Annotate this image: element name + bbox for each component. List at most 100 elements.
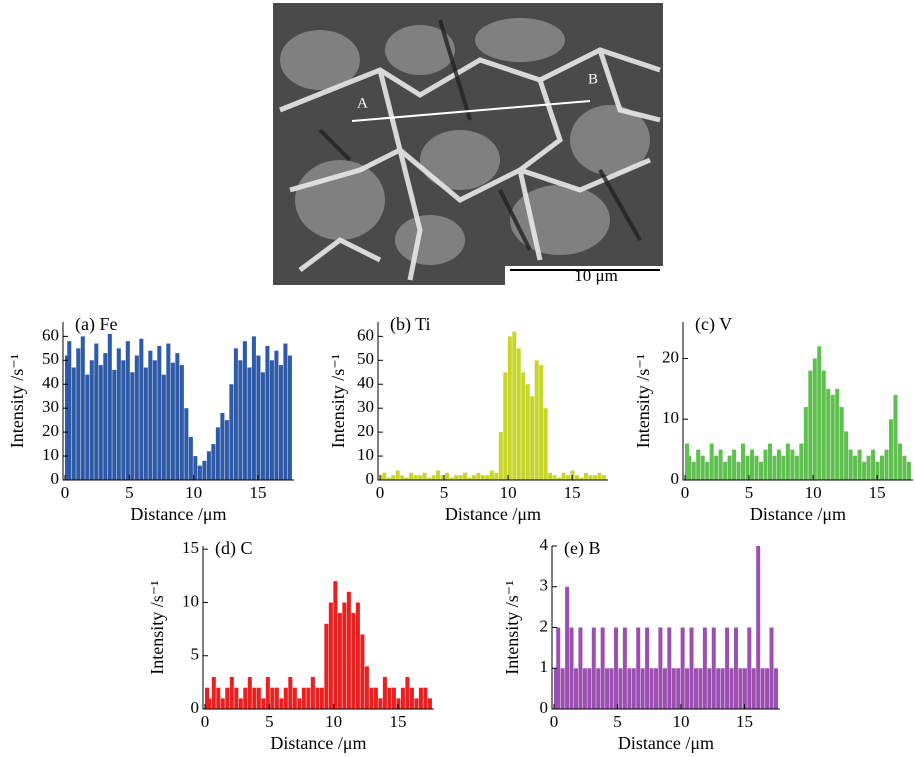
bar bbox=[71, 367, 76, 480]
scale-bar-label: 10 μm bbox=[574, 266, 618, 285]
bar bbox=[453, 475, 459, 480]
bar bbox=[622, 627, 627, 709]
x-tick-label: 5 bbox=[613, 712, 622, 731]
bar bbox=[205, 687, 210, 709]
y-tick-label: 20 bbox=[357, 421, 374, 440]
bar bbox=[736, 461, 741, 480]
y-tick-label: 50 bbox=[42, 349, 59, 368]
bar bbox=[714, 455, 719, 480]
bar bbox=[405, 677, 410, 709]
bar bbox=[166, 343, 171, 480]
bar bbox=[573, 668, 578, 709]
y-tick-label: 10 bbox=[42, 445, 59, 464]
bar bbox=[760, 668, 765, 709]
bar bbox=[848, 449, 853, 480]
x-axis-label: Distance /μm bbox=[445, 504, 541, 524]
y-axis-label: Intensity /s⁻¹ bbox=[502, 580, 522, 674]
bar bbox=[685, 668, 690, 709]
x-axis-label: Distance /μm bbox=[270, 733, 366, 753]
bar bbox=[725, 627, 730, 709]
bar bbox=[431, 475, 436, 480]
bar bbox=[875, 461, 880, 480]
bar bbox=[193, 456, 198, 480]
bar bbox=[225, 687, 230, 709]
bar bbox=[767, 443, 772, 480]
bar bbox=[799, 443, 804, 480]
bar bbox=[306, 687, 311, 709]
bar bbox=[380, 475, 385, 480]
bar bbox=[552, 475, 557, 480]
bar bbox=[662, 668, 667, 709]
y-tick-label: 50 bbox=[357, 349, 374, 368]
bar bbox=[754, 455, 759, 480]
bar bbox=[902, 455, 907, 480]
bar bbox=[247, 677, 252, 709]
bar bbox=[667, 627, 672, 709]
bar bbox=[364, 666, 369, 709]
bar bbox=[342, 602, 347, 709]
x-tick-label: 5 bbox=[440, 483, 449, 502]
bar bbox=[274, 350, 279, 480]
bar bbox=[763, 449, 768, 480]
bar bbox=[414, 698, 419, 709]
point-label: B bbox=[588, 71, 598, 87]
bar bbox=[565, 586, 570, 709]
bar bbox=[184, 408, 189, 480]
bar bbox=[561, 472, 566, 480]
bar bbox=[772, 455, 777, 480]
y-tick-label: 60 bbox=[42, 325, 59, 344]
bar bbox=[560, 668, 565, 709]
x-tick-label: 5 bbox=[265, 712, 274, 731]
bar bbox=[480, 475, 485, 480]
bar bbox=[653, 668, 658, 709]
bar bbox=[530, 396, 535, 480]
y-axis-label: Intensity /s⁻¹ bbox=[633, 354, 653, 448]
bar bbox=[578, 627, 583, 709]
bar bbox=[337, 613, 342, 709]
bar bbox=[773, 668, 778, 709]
bar bbox=[494, 472, 499, 480]
bar bbox=[391, 475, 396, 480]
bar bbox=[382, 472, 387, 480]
y-axis-label: Intensity /s⁻¹ bbox=[147, 580, 167, 674]
bar bbox=[283, 343, 288, 480]
bar bbox=[94, 343, 99, 480]
bar bbox=[720, 668, 725, 709]
bar bbox=[112, 369, 117, 480]
bar bbox=[260, 372, 265, 480]
bar bbox=[826, 388, 831, 480]
bar bbox=[747, 627, 752, 709]
x-tick-label: 0 bbox=[201, 712, 210, 731]
bar bbox=[396, 698, 401, 709]
bar bbox=[261, 698, 266, 709]
bar bbox=[794, 455, 799, 480]
bar bbox=[288, 677, 293, 709]
bar bbox=[587, 668, 592, 709]
y-tick-label: 0 bbox=[540, 698, 549, 717]
bar bbox=[601, 475, 606, 480]
bar bbox=[197, 465, 202, 480]
bar bbox=[471, 475, 476, 480]
bar bbox=[676, 668, 681, 709]
chart-title: (c) V bbox=[695, 314, 732, 335]
bar bbox=[569, 627, 574, 709]
bar bbox=[751, 668, 756, 709]
bar bbox=[844, 431, 849, 480]
x-tick-label: 5 bbox=[125, 483, 134, 502]
bar bbox=[566, 475, 571, 480]
bar bbox=[790, 449, 795, 480]
bar bbox=[125, 341, 130, 480]
bar bbox=[328, 602, 333, 709]
bar bbox=[591, 627, 596, 709]
bar bbox=[400, 687, 405, 709]
y-tick-label: 0 bbox=[191, 698, 200, 717]
bar bbox=[265, 677, 270, 709]
y-tick-label: 15 bbox=[182, 538, 199, 557]
bar bbox=[274, 687, 279, 709]
bar bbox=[733, 627, 738, 709]
bar bbox=[685, 443, 690, 480]
bar bbox=[693, 668, 698, 709]
bar bbox=[723, 461, 728, 480]
bar bbox=[835, 388, 840, 480]
